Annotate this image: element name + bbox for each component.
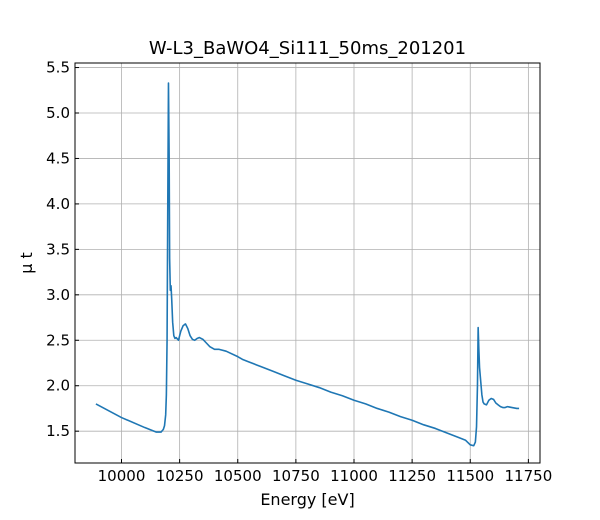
plot-area: [95, 82, 520, 447]
y-axis: 1.5 2.0 2.5 3.0 3.5 4.0 4.5 5.0 5.5: [46, 59, 79, 440]
y-tick-label: 3.5: [46, 240, 70, 258]
axes-frame: [74, 62, 541, 464]
x-tick-label: 11250: [388, 467, 436, 485]
chart-title: W-L3_BaWO4_Si111_50ms_201201: [149, 38, 466, 59]
y-tick-label: 5.0: [46, 104, 70, 122]
y-axis-label: μ t: [17, 252, 36, 274]
y-tick-label: 5.5: [46, 59, 70, 77]
x-axis: 10000 10250 10500 10750 11000 11250 11500 11750: [98, 459, 553, 485]
x-tick-label: 10250: [156, 467, 204, 485]
x-tick-label: 11000: [330, 467, 378, 485]
x-tick-label: 10500: [214, 467, 262, 485]
grid: [75, 63, 540, 463]
y-tick-label: 1.5: [46, 422, 70, 440]
y-tick-label: 3.0: [46, 286, 70, 304]
x-tick-label: 10000: [98, 467, 146, 485]
y-tick-label: 2.0: [46, 377, 70, 395]
x-tick-label: 11750: [505, 467, 553, 485]
series-line: [95, 82, 520, 447]
y-tick-label: 2.5: [46, 331, 70, 349]
x-tick-label: 11500: [446, 467, 494, 485]
y-tick-label: 4.0: [46, 195, 70, 213]
x-axis-label: Energy [eV]: [260, 490, 354, 509]
x-tick-label: 10750: [272, 467, 320, 485]
y-tick-label: 4.5: [46, 149, 70, 167]
